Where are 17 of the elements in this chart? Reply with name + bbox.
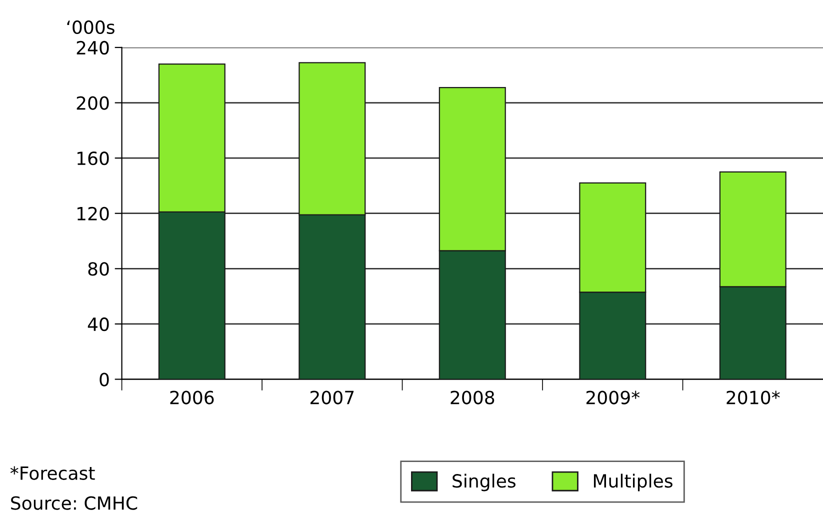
y-axis-title: ‘000s — [67, 20, 114, 34]
y-tick-label: 40 — [88, 317, 109, 332]
source-note: Source: CMHC — [11, 496, 138, 510]
y-tick-label: 240 — [76, 40, 109, 55]
x-tick-label: 2008 — [450, 390, 494, 404]
x-tick-label: 2006 — [170, 390, 214, 404]
legend-label: Multiples — [594, 474, 672, 492]
y-tick-label: 0 — [100, 372, 109, 386]
y-tick-label: 200 — [76, 96, 109, 110]
text: *Forecast — [10, 466, 95, 480]
x-tick-label: 2009* — [586, 390, 640, 404]
y-tick-label: 160 — [78, 152, 109, 166]
x-tick-label: 2010* — [726, 390, 780, 404]
x-tick-label: 2007 — [310, 390, 354, 404]
y-tick-label: 80 — [88, 262, 109, 276]
y-tick-label: 120 — [78, 206, 109, 220]
legend-label: Singles — [452, 474, 516, 492]
